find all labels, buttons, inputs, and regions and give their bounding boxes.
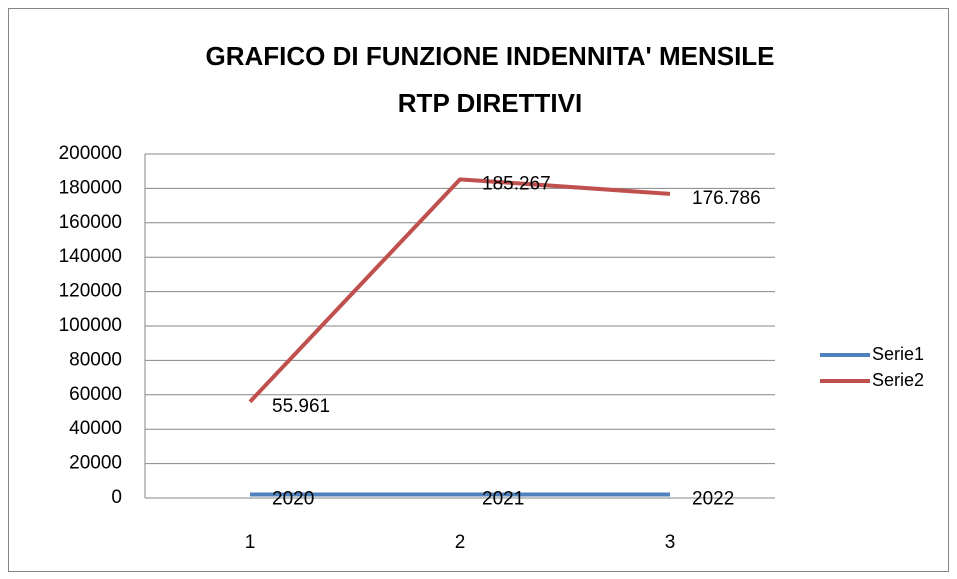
y-tick-label: 120000 — [59, 281, 122, 302]
chart-title: RTP DIRETTIVI — [398, 88, 582, 118]
y-tick-label: 140000 — [59, 246, 122, 267]
y-tick-label: 0 — [111, 487, 122, 508]
data-label: 2020 — [272, 489, 314, 510]
data-line — [248, 177, 671, 404]
chart-border — [8, 8, 949, 572]
legend-label: Serie1 — [872, 344, 924, 364]
data-label: 55.961 — [272, 396, 330, 417]
data-label: 2022 — [692, 489, 734, 510]
x-tick-label: 3 — [665, 532, 676, 553]
y-tick-label: 40000 — [69, 418, 122, 439]
x-tick-label: 2 — [455, 532, 466, 553]
data-label: 2021 — [482, 489, 524, 510]
y-tick-label: 160000 — [59, 212, 122, 233]
y-tick-label: 60000 — [69, 384, 122, 405]
y-tick-label: 100000 — [59, 315, 122, 336]
y-tick-label: 200000 — [59, 143, 122, 164]
data-label: 185.267 — [482, 173, 551, 194]
y-tick-label: 20000 — [69, 453, 122, 474]
legend-label: Serie2 — [872, 370, 924, 390]
chart-title: GRAFICO DI FUNZIONE INDENNITA' MENSILE — [205, 41, 774, 71]
y-tick-label: 80000 — [69, 349, 122, 370]
data-label: 176.786 — [692, 188, 761, 209]
y-tick-label: 180000 — [59, 177, 122, 198]
x-tick-label: 1 — [245, 532, 256, 553]
